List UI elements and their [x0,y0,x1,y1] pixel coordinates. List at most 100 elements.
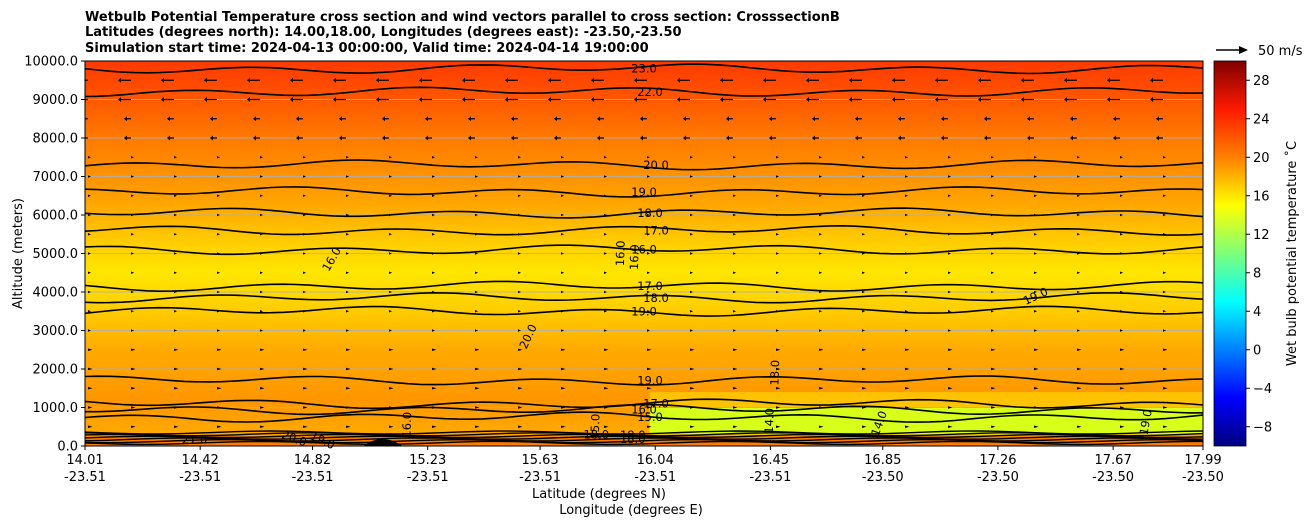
wind-vector [303,425,308,429]
wind-vector [346,348,351,352]
wind-vector [1034,194,1037,198]
wind-vector [518,194,521,198]
wind-vector [819,425,824,429]
x-tick-label-latitude: 14.01 [66,453,103,468]
title-line-3: Simulation start time: 2024-04-13 00:00:… [85,41,649,56]
wind-vector [733,329,736,332]
wind-vector-head [468,116,471,122]
wind-vector [88,309,91,313]
wind-vector [217,175,220,178]
contour-label-extra: 18.0 [767,360,782,386]
wind-vector [1163,329,1166,332]
wind-vector [1034,367,1039,371]
wind-vector [776,271,779,275]
wind-vector [991,252,994,255]
wind-vector [432,271,435,275]
wind-vector [561,175,564,178]
x-tick-label-latitude: 17.26 [979,453,1016,468]
x-tick-label-longitude: -23.51 [292,470,334,485]
wind-vector-head [505,97,508,102]
wind-vector [518,271,521,275]
wind-vector [690,309,693,313]
wind-vector-head [376,77,379,83]
wind-vector [819,348,824,352]
wind-vector-head [1107,97,1110,102]
wind-vector [303,271,306,275]
wind-vector [819,175,822,178]
wind-vector [1120,309,1123,313]
wind-vector [1163,232,1166,236]
wind-vector-head [81,116,84,121]
contour-line [85,403,1203,416]
wind-vector [475,271,478,275]
wind-vector [1077,290,1080,294]
wind-vector [776,425,781,429]
wind-vector-head [333,97,336,102]
wind-vector [260,348,265,352]
wind-vector [1034,271,1037,275]
wind-vector-head [1021,97,1024,102]
wind-vector [905,425,910,429]
wind-vector [174,367,179,371]
x-tick-label-longitude: -23.51 [519,470,561,485]
wind-vector [1163,271,1166,275]
colorbar-tick-label: 12 [1253,228,1270,243]
wind-vector [862,367,867,371]
colorbar: −8 −4 0 4 8 12 16 20 24 28 Wet bulb potential tem… [1213,60,1300,447]
wind-vector [1163,155,1166,159]
wind-vector [432,329,435,332]
wind-vector-head [118,77,121,83]
wind-vector [776,155,779,159]
wind-vector [647,329,650,332]
surface-contour-line [85,432,1203,437]
wind-vector-head [462,77,465,83]
wind-vector [346,271,349,275]
wind-vector-head [591,77,594,83]
wind-vector [389,252,392,255]
wind-vector [862,155,865,159]
wind-vector-head [849,77,852,83]
surface-contour-line [85,430,1203,435]
wind-vector [819,194,822,198]
contour-line [85,305,1203,317]
wind-vector-head [720,77,723,83]
wind-vector-head [812,116,815,122]
x-tick-label-longitude: -23.51 [407,470,449,485]
wind-vector-head [124,135,127,141]
wind-vector [88,194,91,198]
wind-vector [604,406,609,409]
wind-vector [432,367,437,371]
contour-label-extra: 14.0 [762,408,777,434]
wind-vector [862,271,865,275]
contour-label: 22.0 [637,85,663,99]
wind-vector [1034,425,1039,429]
wind-vector [561,155,564,159]
wind-vector [776,232,779,236]
wind-vector [303,367,308,371]
wind-vector-head [161,77,164,83]
wind-vector [1034,386,1039,390]
wind-vector [88,425,93,429]
wind-vector [88,406,93,409]
wind-vector [905,367,910,371]
wind-vector [733,290,736,294]
wind-vector-head [763,97,766,102]
wind-vector [1077,406,1082,409]
wind-vector-head [382,135,385,141]
wind-vector [174,213,177,217]
contour-line [85,411,1203,423]
wind-vector-head [247,77,250,83]
wind-vector-head [984,116,987,122]
wind-vector [862,406,867,409]
wind-vector-head [511,116,514,122]
contour-label-extra: 16.0 [627,244,642,270]
wind-vector [131,309,134,313]
wind-vector [389,367,394,371]
wind-vector-head [726,135,729,141]
wind-vector [131,213,134,217]
wind-vector [561,290,564,294]
wind-vector [1163,213,1166,217]
x-tick-label-longitude: -23.51 [749,470,791,485]
wind-vector [260,406,265,409]
wind-vector [432,348,437,352]
